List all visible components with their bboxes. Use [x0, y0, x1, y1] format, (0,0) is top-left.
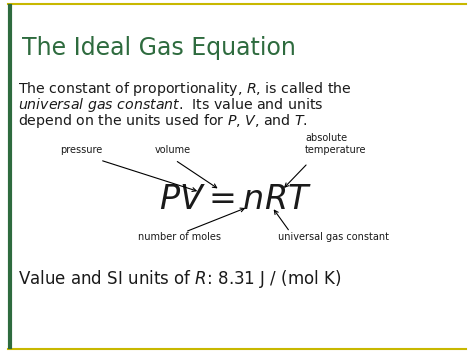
- Text: pressure: pressure: [60, 145, 102, 155]
- Text: The Ideal Gas Equation: The Ideal Gas Equation: [22, 36, 296, 60]
- Text: number of moles: number of moles: [138, 232, 221, 242]
- Text: $\mathbf{\mathit{universal\ gas\ constant}}$.  Its value and units: $\mathbf{\mathit{universal\ gas\ constan…: [18, 96, 323, 114]
- Text: Value and SI units of $R$: 8.31 J / (mol K): Value and SI units of $R$: 8.31 J / (mol…: [18, 268, 342, 290]
- Text: absolute
temperature: absolute temperature: [305, 133, 366, 155]
- Text: volume: volume: [155, 145, 191, 155]
- Text: depend on the units used for $P$, $V$, and $T$.: depend on the units used for $P$, $V$, a…: [18, 112, 308, 130]
- Text: universal gas constant: universal gas constant: [278, 232, 389, 242]
- Text: The constant of proportionality, $R$, is called the: The constant of proportionality, $R$, is…: [18, 80, 352, 98]
- Text: $PV = nRT$: $PV = nRT$: [159, 184, 311, 216]
